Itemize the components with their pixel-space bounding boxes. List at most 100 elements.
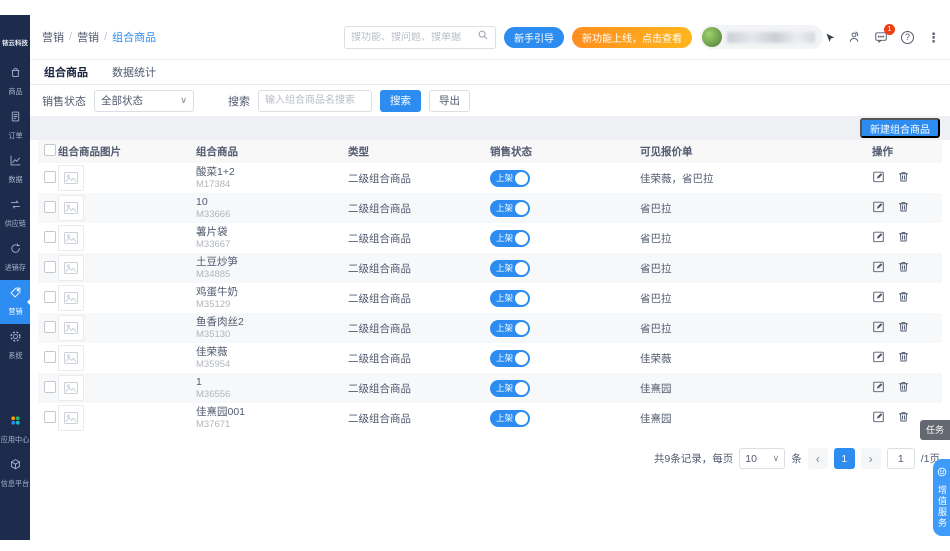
status-toggle[interactable]: 上架 <box>490 349 530 367</box>
product-image-placeholder[interactable] <box>58 195 84 221</box>
user-account[interactable] <box>700 25 823 49</box>
edit-icon[interactable] <box>872 200 885 216</box>
product-image-placeholder[interactable] <box>58 225 84 251</box>
product-name[interactable]: 佳荣薇 <box>196 346 228 358</box>
product-image-placeholder[interactable] <box>58 345 84 371</box>
edit-icon[interactable] <box>872 320 885 336</box>
delete-icon[interactable] <box>897 200 910 216</box>
product-image-placeholder[interactable] <box>58 285 84 311</box>
row-checkbox[interactable] <box>44 410 56 423</box>
status-toggle-label: 上架 <box>496 353 514 363</box>
search-button[interactable]: 搜索 <box>380 89 421 112</box>
product-image-placeholder[interactable] <box>58 165 84 191</box>
status-toggle[interactable]: 上架 <box>490 379 530 397</box>
row-checkbox[interactable] <box>44 380 56 393</box>
status-filter-select[interactable]: 全部状态 ∨ <box>94 89 194 112</box>
row-checkbox[interactable] <box>44 200 56 213</box>
help-icon[interactable]: ? <box>901 30 914 44</box>
edit-icon[interactable] <box>872 380 885 396</box>
sidebar-item-inventory[interactable]: 进销存 <box>0 236 30 280</box>
product-name[interactable]: 薯片袋 <box>196 226 228 238</box>
status-toggle[interactable]: 上架 <box>490 169 530 187</box>
row-checkbox[interactable] <box>44 350 56 363</box>
delete-icon[interactable] <box>897 320 910 336</box>
delete-icon[interactable] <box>897 260 910 276</box>
global-search-input[interactable] <box>351 31 473 43</box>
delete-icon[interactable] <box>897 410 910 426</box>
smiley-icon <box>937 464 947 482</box>
messages-icon[interactable]: 1 <box>874 24 895 44</box>
status-toggle[interactable]: 上架 <box>490 199 530 217</box>
next-page-button[interactable]: › <box>860 448 881 469</box>
col-header-product: 组合商品 <box>196 146 238 158</box>
product-image-placeholder[interactable] <box>58 255 84 281</box>
user-name-redacted <box>727 31 815 43</box>
product-name[interactable]: 酸菜1+2 <box>196 166 235 178</box>
row-checkbox[interactable] <box>44 170 56 183</box>
product-image-placeholder[interactable] <box>58 405 84 431</box>
combo-search-input[interactable] <box>258 89 372 112</box>
edit-icon[interactable] <box>872 260 885 276</box>
product-name[interactable]: 土豆炒笋 <box>196 256 238 268</box>
supply-chain-icon <box>9 198 22 216</box>
product-name[interactable]: 佳熹园001 <box>196 406 246 418</box>
prev-page-button[interactable]: ‹ <box>807 448 828 469</box>
toolbar-band: 新建组合商品 <box>30 116 950 140</box>
product-name[interactable]: 10 <box>196 196 208 208</box>
sidebar-item-info-platform[interactable]: 信息平台 <box>0 452 30 496</box>
sidebar-item-app-center[interactable]: 应用中心 <box>0 408 30 452</box>
page-size-select[interactable]: 10 ∨ <box>739 448 786 469</box>
delete-icon[interactable] <box>897 170 910 186</box>
export-button[interactable]: 导出 <box>429 89 470 112</box>
status-toggle[interactable]: 上架 <box>490 259 530 277</box>
delete-icon[interactable] <box>897 350 910 366</box>
task-floating-tab[interactable]: 任务 <box>919 420 950 440</box>
edit-icon[interactable] <box>872 170 885 186</box>
row-checkbox[interactable] <box>44 230 56 243</box>
product-image-placeholder[interactable] <box>58 375 84 401</box>
status-toggle[interactable]: 上架 <box>490 409 530 427</box>
create-combo-button[interactable]: 新建组合商品 <box>860 118 940 138</box>
breadcrumb-item[interactable]: 营销 <box>42 32 64 44</box>
sidebar-item-goods[interactable]: 商品 <box>0 60 30 104</box>
goto-page-input[interactable] <box>886 448 915 469</box>
delete-icon[interactable] <box>897 290 910 306</box>
select-all-checkbox[interactable] <box>44 144 56 156</box>
status-toggle[interactable]: 上架 <box>490 319 530 337</box>
current-page-button[interactable]: 1 <box>833 448 855 469</box>
edit-icon[interactable] <box>872 230 885 246</box>
product-name[interactable]: 鱼香肉丝2 <box>196 316 244 328</box>
contact-support-icon[interactable] <box>847 30 861 44</box>
delete-icon[interactable] <box>897 230 910 246</box>
breadcrumb-item[interactable]: 营销 <box>77 32 100 44</box>
delete-icon[interactable] <box>897 380 910 396</box>
table-row: 1 M36556 二级组合商品 上架 佳熹园 <box>38 373 942 403</box>
toggle-knob <box>515 411 528 425</box>
row-checkbox[interactable] <box>44 260 56 273</box>
product-image-placeholder[interactable] <box>58 315 84 341</box>
more-menu-icon[interactable]: ⋮ <box>927 29 940 45</box>
sidebar-item-supply-chain[interactable]: 供应链 <box>0 192 30 236</box>
sidebar-item-marketing[interactable]: 营销 <box>0 280 30 324</box>
sidebar-item-data[interactable]: 数据 <box>0 148 30 192</box>
edit-icon[interactable] <box>872 410 885 426</box>
data-icon <box>9 154 22 172</box>
guide-button[interactable]: 新手引导 <box>504 26 564 48</box>
sidebar-item-orders[interactable]: 订单 <box>0 104 30 148</box>
search-icon[interactable] <box>477 28 489 46</box>
avatar[interactable] <box>702 27 722 47</box>
product-name[interactable]: 1 <box>196 376 202 388</box>
row-checkbox[interactable] <box>44 290 56 303</box>
status-toggle[interactable]: 上架 <box>490 229 530 247</box>
tab-combo-products[interactable]: 组合商品 <box>44 67 88 79</box>
toggle-knob <box>515 351 528 365</box>
product-name[interactable]: 鸡蛋牛奶 <box>196 286 238 298</box>
sidebar-item-system[interactable]: 系统 <box>0 324 30 368</box>
service-floating-widget[interactable]: 增值服务 <box>933 459 950 536</box>
promo-button[interactable]: 新功能上线，点击查看 <box>572 26 692 48</box>
row-checkbox[interactable] <box>44 320 56 333</box>
edit-icon[interactable] <box>872 350 885 366</box>
tab-data-statistics[interactable]: 数据统计 <box>112 67 156 79</box>
status-toggle[interactable]: 上架 <box>490 289 530 307</box>
edit-icon[interactable] <box>872 290 885 306</box>
